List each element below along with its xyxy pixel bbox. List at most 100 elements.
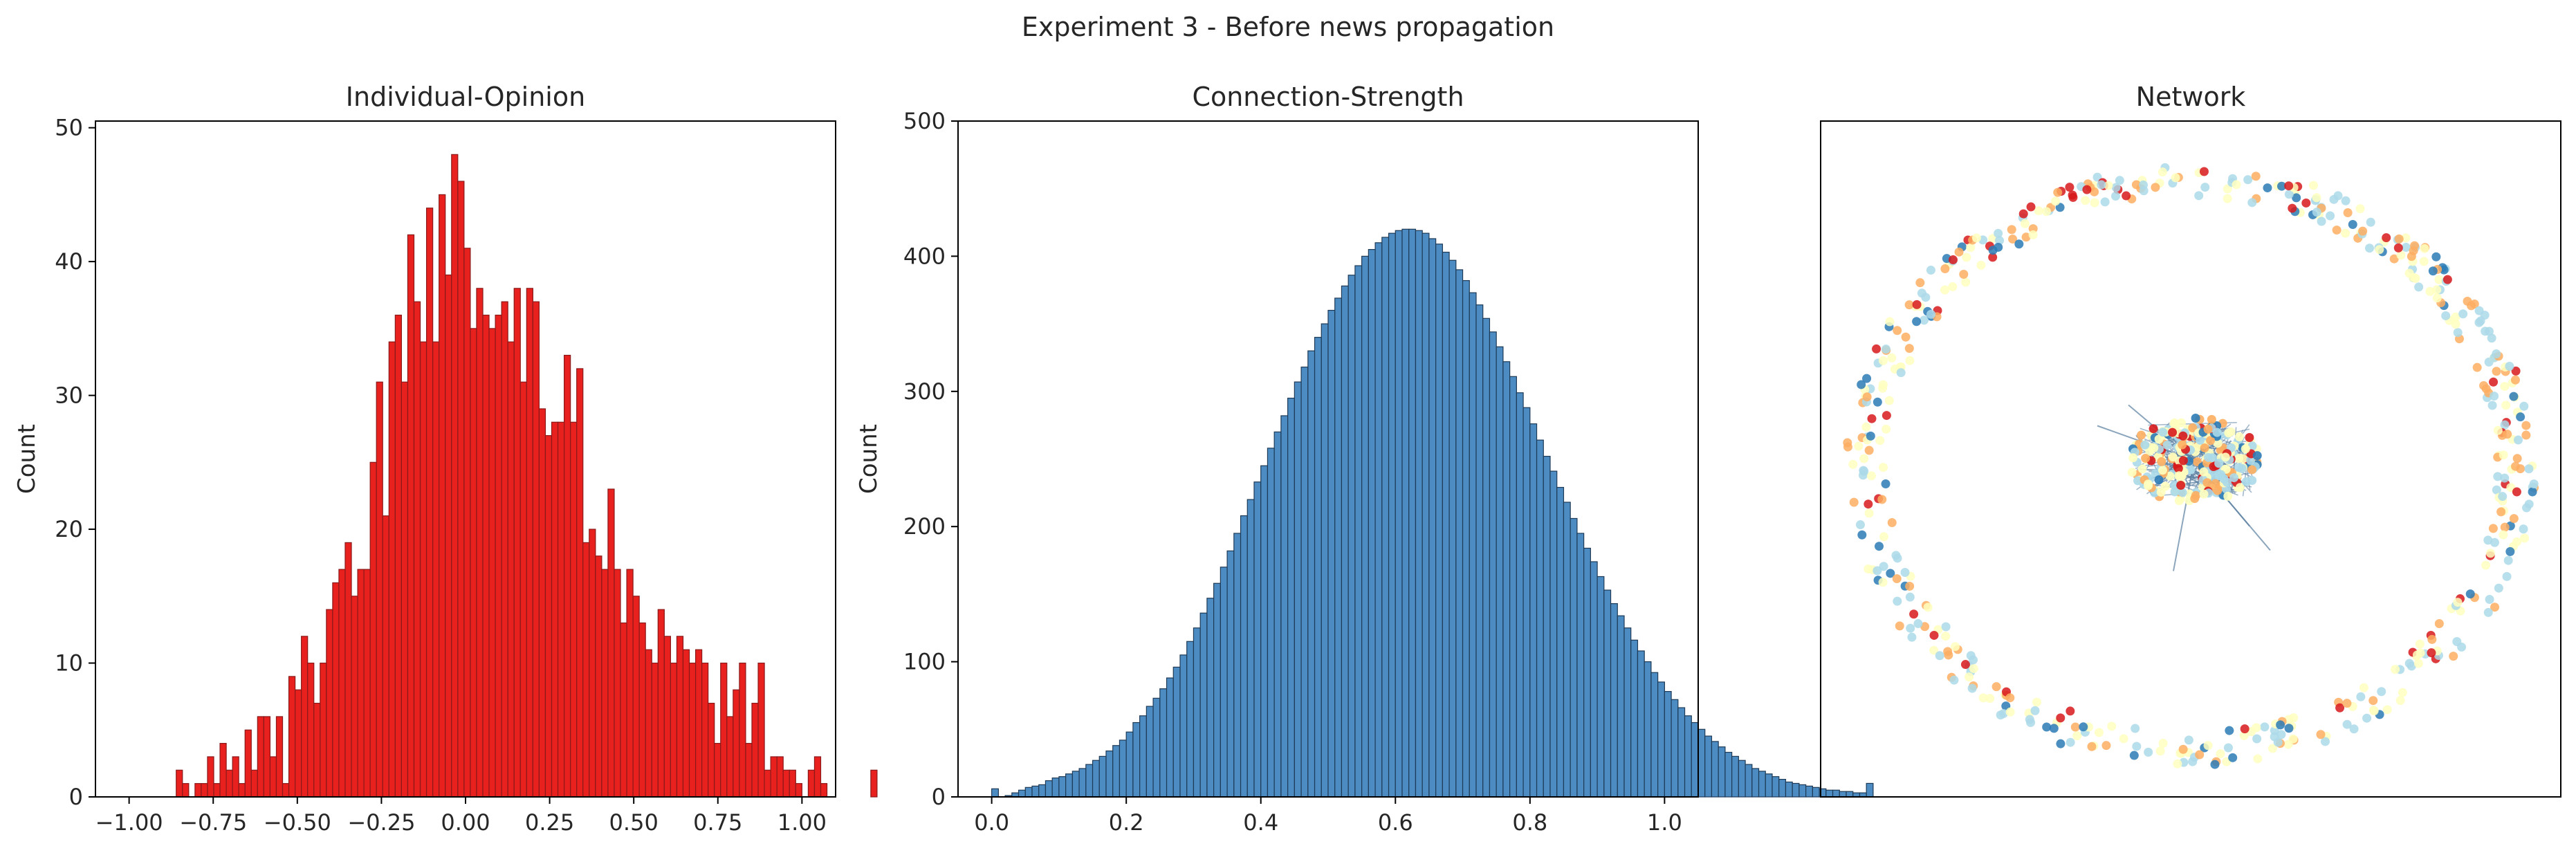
histogram-bar [470, 328, 477, 798]
network-node [2420, 243, 2429, 253]
histogram-bar [1381, 237, 1390, 798]
histogram-bar [1065, 773, 1073, 798]
histogram-bar [407, 234, 415, 798]
network-node [2500, 382, 2510, 392]
network-node [2087, 742, 2097, 751]
histogram-bar [870, 769, 878, 798]
network-node [2213, 439, 2223, 448]
network-node [2149, 443, 2159, 452]
histogram-bar [1677, 707, 1686, 798]
network-node [1873, 566, 1882, 576]
network-node [2451, 312, 2460, 322]
network-node [1892, 574, 1902, 584]
network-node [2263, 183, 2272, 193]
network-node [1859, 466, 1869, 476]
histogram-bar [1119, 739, 1127, 798]
histogram-bar [288, 676, 296, 798]
histogram-bar [326, 609, 333, 798]
network-node [1967, 683, 1977, 693]
histogram-bar [176, 769, 183, 798]
network-node [2008, 235, 2018, 244]
histogram-bar [538, 408, 546, 798]
network-node [2168, 428, 2178, 437]
network-node [1905, 592, 1915, 602]
network-node [2509, 514, 2519, 524]
network-node [1864, 445, 1874, 455]
network-node [1866, 431, 1875, 441]
network-node [2200, 183, 2210, 192]
network-node [1994, 228, 2003, 238]
network-node [2375, 245, 2384, 255]
histogram-bar [244, 729, 252, 798]
network-node [2474, 306, 2484, 315]
network-node [2251, 172, 2261, 181]
histogram-bar [1516, 392, 1524, 798]
network-node [2174, 496, 2184, 506]
network-node [1940, 264, 1950, 274]
network-node [2082, 185, 2092, 194]
network-node [2246, 456, 2256, 466]
network-node [2492, 485, 2501, 495]
histogram-bar [1307, 350, 1316, 798]
network-node [1857, 530, 1867, 540]
histogram-bar [1563, 502, 1571, 798]
histogram-bar [1267, 448, 1275, 798]
histogram-bar [257, 716, 264, 798]
network-node [2414, 282, 2424, 292]
network-node [1893, 596, 1902, 606]
network-node [2162, 440, 2172, 450]
network-node [1867, 414, 1877, 423]
histogram-bar [1334, 297, 1343, 798]
network-node [2502, 571, 2512, 581]
network-node [2014, 239, 2024, 249]
network-node [1893, 553, 1902, 563]
histogram-bar [1415, 230, 1423, 798]
network-node [2178, 456, 2188, 466]
histogram-bar [382, 515, 389, 798]
network-node [1864, 499, 1873, 509]
histogram-bar [1347, 275, 1356, 798]
histogram-bar [551, 421, 559, 798]
network-node [2229, 473, 2239, 483]
x-tick-label: −0.25 [347, 809, 415, 836]
network-node [2288, 734, 2298, 744]
network-node [2496, 507, 2506, 517]
network-node [2184, 735, 2193, 745]
network-node [1969, 663, 1978, 673]
histogram-bar [701, 662, 709, 798]
network-node [2391, 665, 2400, 674]
network-node [2206, 436, 2216, 445]
y-tick-label: 30 [55, 383, 83, 409]
network-node [1960, 660, 1970, 670]
network-node [2453, 328, 2463, 338]
network-node [2510, 375, 2520, 385]
histogram-bar [1105, 750, 1114, 798]
histogram-bar [1368, 249, 1376, 798]
histogram-bar [263, 716, 271, 798]
histogram-bar [1482, 318, 1491, 798]
x-tick-label: 0.25 [525, 809, 574, 836]
histogram-bar [1058, 776, 1067, 798]
histogram-bar [1172, 666, 1181, 798]
network-node [2178, 744, 2188, 754]
network-node [2005, 693, 2015, 703]
network-node [1921, 293, 1931, 302]
histogram-bar [1785, 781, 1793, 798]
histogram-bar [1610, 603, 1618, 798]
network-node [2204, 452, 2214, 462]
network-node [2223, 194, 2232, 203]
histogram-bar [795, 783, 802, 798]
histogram-bar [432, 341, 440, 798]
network-node [1843, 438, 1852, 448]
network-node [1861, 422, 1871, 432]
network-node [2485, 549, 2495, 558]
network-node [2199, 467, 2209, 477]
x-tick-label: 0.00 [441, 809, 490, 836]
network-node [2498, 492, 2508, 502]
network-node [2132, 742, 2142, 751]
network-node [2212, 428, 2222, 437]
histogram-bar [595, 555, 602, 798]
network-node [2434, 275, 2444, 284]
network-node [2240, 724, 2250, 734]
network-node [2276, 720, 2285, 730]
